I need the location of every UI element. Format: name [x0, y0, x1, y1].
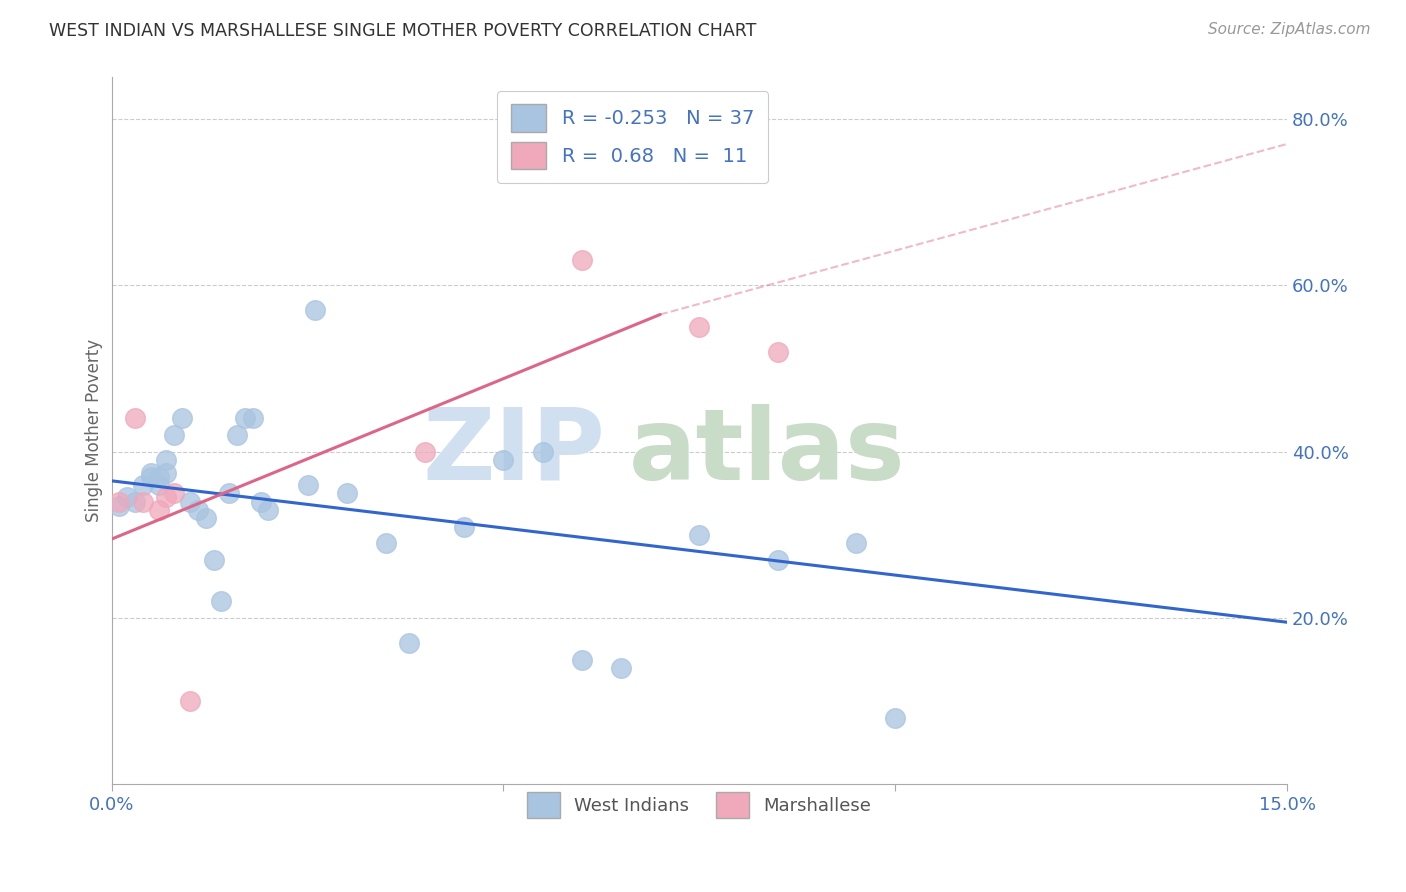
- Point: [132, 478, 155, 492]
- Point: [297, 478, 319, 492]
- Point: [233, 411, 256, 425]
- Point: [124, 411, 146, 425]
- Point: [531, 444, 554, 458]
- Text: WEST INDIAN VS MARSHALLESE SINGLE MOTHER POVERTY CORRELATION CHART: WEST INDIAN VS MARSHALLESE SINGLE MOTHER…: [49, 22, 756, 40]
- Point: [571, 653, 593, 667]
- Point: [374, 536, 396, 550]
- Point: [202, 553, 225, 567]
- Text: ZIP: ZIP: [422, 404, 606, 500]
- Point: [453, 519, 475, 533]
- Point: [249, 494, 271, 508]
- Point: [688, 528, 710, 542]
- Point: [117, 491, 139, 505]
- Point: [218, 486, 240, 500]
- Point: [163, 486, 186, 500]
- Point: [163, 428, 186, 442]
- Point: [179, 494, 201, 508]
- Point: [610, 661, 633, 675]
- Text: atlas: atlas: [628, 404, 905, 500]
- Y-axis label: Single Mother Poverty: Single Mother Poverty: [86, 339, 103, 523]
- Point: [124, 494, 146, 508]
- Point: [139, 469, 162, 483]
- Point: [304, 303, 326, 318]
- Point: [148, 469, 170, 483]
- Point: [226, 428, 249, 442]
- Legend: West Indians, Marshallese: West Indians, Marshallese: [520, 785, 879, 825]
- Text: Source: ZipAtlas.com: Source: ZipAtlas.com: [1208, 22, 1371, 37]
- Point: [187, 503, 209, 517]
- Point: [336, 486, 359, 500]
- Point: [148, 503, 170, 517]
- Point: [766, 553, 789, 567]
- Point: [257, 503, 280, 517]
- Point: [571, 253, 593, 268]
- Point: [242, 411, 264, 425]
- Point: [845, 536, 868, 550]
- Point: [148, 478, 170, 492]
- Point: [688, 320, 710, 334]
- Point: [194, 511, 217, 525]
- Point: [413, 444, 436, 458]
- Point: [139, 466, 162, 480]
- Point: [108, 494, 131, 508]
- Point: [492, 453, 515, 467]
- Point: [155, 453, 177, 467]
- Point: [155, 466, 177, 480]
- Point: [155, 491, 177, 505]
- Point: [172, 411, 194, 425]
- Point: [884, 711, 907, 725]
- Point: [108, 499, 131, 513]
- Point: [179, 694, 201, 708]
- Point: [132, 494, 155, 508]
- Point: [766, 345, 789, 359]
- Point: [398, 636, 420, 650]
- Point: [209, 594, 232, 608]
